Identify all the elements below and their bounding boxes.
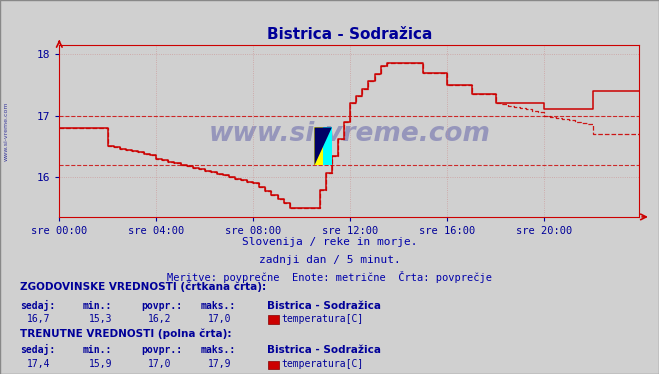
Text: www.si-vreme.com: www.si-vreme.com <box>208 121 490 147</box>
Bar <box>323 128 332 165</box>
Text: 17,0: 17,0 <box>148 359 172 369</box>
Text: min.:: min.: <box>82 346 112 355</box>
Text: 16,2: 16,2 <box>148 314 172 324</box>
Text: povpr.:: povpr.: <box>142 346 183 355</box>
Text: Slovenija / reke in morje.: Slovenija / reke in morje. <box>242 237 417 247</box>
Text: Bistrica - Sodražica: Bistrica - Sodražica <box>267 301 381 310</box>
Polygon shape <box>314 128 332 165</box>
Text: 15,9: 15,9 <box>89 359 113 369</box>
Text: 17,4: 17,4 <box>26 359 50 369</box>
Text: www.si-vreme.com: www.si-vreme.com <box>3 101 9 161</box>
Text: Meritve: povprečne  Enote: metrične  Črta: povprečje: Meritve: povprečne Enote: metrične Črta:… <box>167 271 492 283</box>
Text: 17,9: 17,9 <box>208 359 231 369</box>
Text: TRENUTNE VREDNOSTI (polna črta):: TRENUTNE VREDNOSTI (polna črta): <box>20 328 231 338</box>
Text: temperatura[C]: temperatura[C] <box>281 314 364 324</box>
Text: sedaj:: sedaj: <box>20 300 55 310</box>
Text: 16,7: 16,7 <box>26 314 50 324</box>
Text: povpr.:: povpr.: <box>142 301 183 310</box>
Text: sedaj:: sedaj: <box>20 344 55 355</box>
Text: min.:: min.: <box>82 301 112 310</box>
Text: maks.:: maks.: <box>201 346 236 355</box>
Text: ZGODOVINSKE VREDNOSTI (črtkana črta):: ZGODOVINSKE VREDNOSTI (črtkana črta): <box>20 281 266 292</box>
Bar <box>314 128 323 165</box>
Text: 15,3: 15,3 <box>89 314 113 324</box>
Title: Bistrica - Sodražica: Bistrica - Sodražica <box>267 27 432 42</box>
Text: temperatura[C]: temperatura[C] <box>281 359 364 369</box>
Text: Bistrica - Sodražica: Bistrica - Sodražica <box>267 346 381 355</box>
Text: maks.:: maks.: <box>201 301 236 310</box>
Text: 17,0: 17,0 <box>208 314 231 324</box>
Text: zadnji dan / 5 minut.: zadnji dan / 5 minut. <box>258 255 401 265</box>
